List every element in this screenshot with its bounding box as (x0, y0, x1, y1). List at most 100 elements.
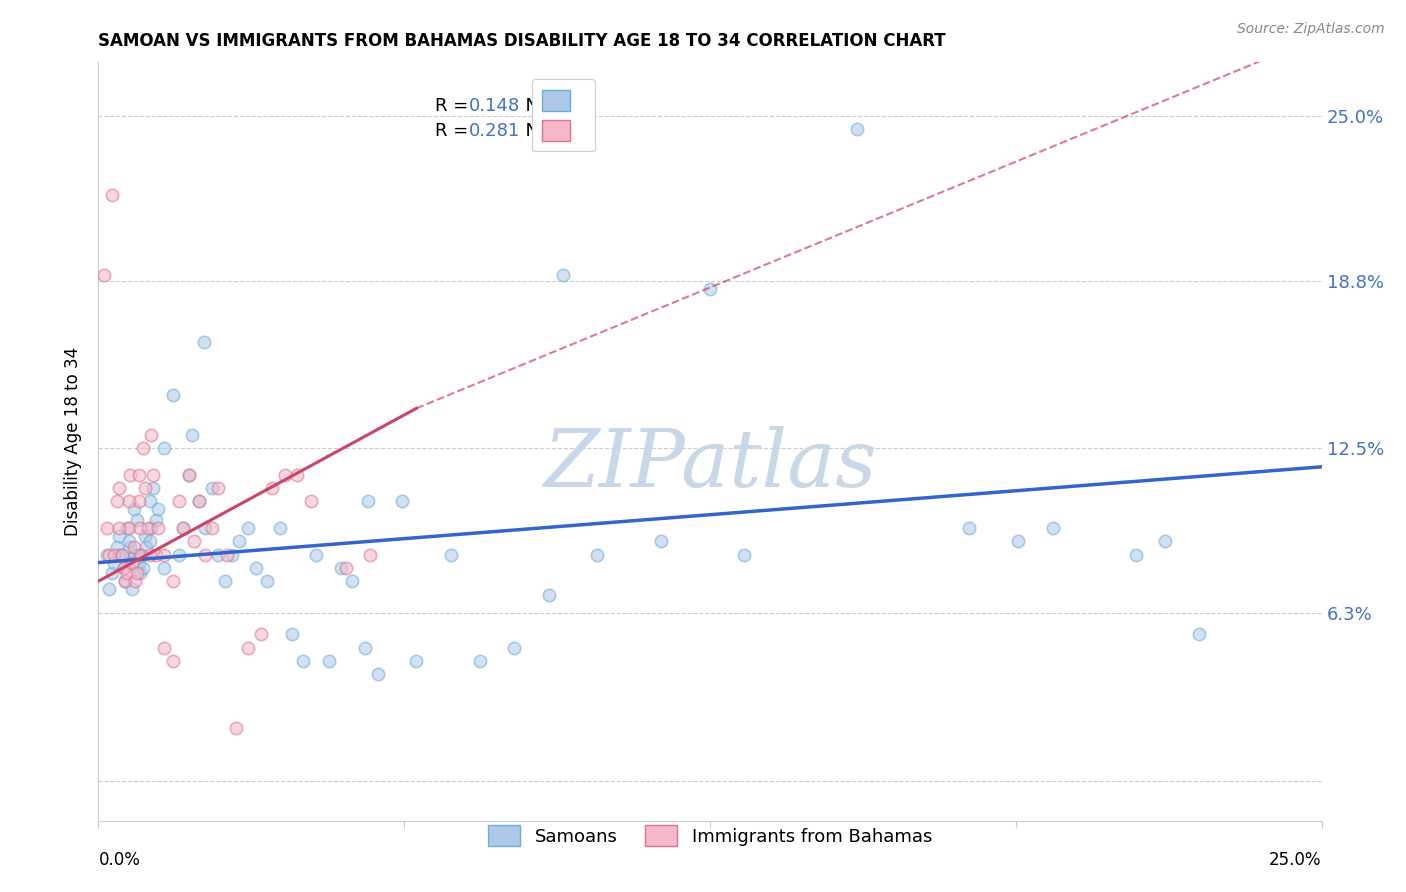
Point (96, 548, 118, 562)
Point (101, 566, 124, 581)
Point (187, 494, 209, 508)
Point (105, 540, 128, 554)
Text: 53: 53 (551, 121, 574, 139)
Point (118, 494, 141, 508)
Point (132, 561, 155, 575)
Point (215, 548, 238, 562)
Point (280, 627, 302, 641)
Text: 0.148: 0.148 (470, 96, 520, 114)
Point (135, 540, 157, 554)
Point (329, 561, 352, 575)
Point (134, 481, 156, 495)
Point (1154, 534, 1177, 549)
Point (129, 521, 152, 535)
Point (108, 529, 131, 543)
Point (122, 502, 145, 516)
Point (172, 521, 194, 535)
Point (177, 467, 200, 482)
Point (299, 494, 322, 508)
Point (118, 556, 141, 570)
Point (537, 587, 560, 601)
Point (193, 334, 215, 349)
Point (139, 494, 162, 508)
Point (201, 521, 224, 535)
Point (153, 640, 176, 655)
Point (207, 481, 229, 495)
Point (1007, 534, 1029, 549)
Point (162, 388, 184, 402)
Point (121, 582, 143, 597)
Point (335, 561, 357, 575)
Point (93, 268, 115, 283)
Point (108, 521, 131, 535)
Point (98, 548, 121, 562)
Point (153, 441, 176, 455)
Point (503, 640, 526, 655)
Point (139, 534, 162, 549)
Text: R =: R = (434, 121, 474, 139)
Point (845, 122, 868, 136)
Point (228, 534, 250, 549)
Point (236, 521, 259, 535)
Point (125, 566, 148, 581)
Point (141, 428, 163, 442)
Point (1125, 548, 1147, 562)
Point (118, 521, 141, 535)
Point (733, 548, 755, 562)
Point (318, 654, 340, 668)
Text: 78: 78 (551, 96, 574, 114)
Point (187, 494, 209, 508)
Text: ZIPatlas: ZIPatlas (543, 425, 877, 503)
Point (340, 574, 363, 589)
Point (111, 548, 134, 562)
Point (134, 529, 156, 543)
Text: 0.281: 0.281 (470, 121, 520, 139)
Point (245, 561, 267, 575)
Point (391, 494, 413, 508)
Point (269, 521, 291, 535)
Point (122, 540, 145, 554)
Text: 25.0%: 25.0% (1270, 851, 1322, 869)
Point (114, 574, 136, 589)
Point (115, 566, 138, 581)
Point (256, 574, 278, 589)
Point (145, 513, 167, 527)
Point (146, 502, 169, 516)
Point (221, 548, 243, 562)
Point (250, 627, 273, 641)
Point (354, 640, 377, 655)
Point (128, 556, 150, 570)
Point (650, 534, 672, 549)
Point (356, 494, 378, 508)
Point (121, 556, 143, 570)
Point (101, 188, 124, 202)
Point (128, 494, 150, 508)
Point (111, 548, 134, 562)
Point (139, 548, 162, 562)
Point (699, 282, 721, 296)
Text: 0.0%: 0.0% (98, 851, 141, 869)
Point (124, 574, 146, 589)
Point (108, 548, 131, 562)
Point (207, 548, 229, 562)
Legend: Samoans, Immigrants from Bahamas: Samoans, Immigrants from Bahamas (481, 818, 939, 854)
Point (131, 548, 153, 562)
Point (112, 561, 135, 575)
Point (162, 574, 184, 589)
Point (194, 521, 217, 535)
Point (142, 481, 165, 495)
Point (586, 548, 609, 562)
Point (128, 548, 150, 562)
Point (291, 654, 314, 668)
Point (153, 548, 176, 562)
Point (153, 561, 176, 575)
Text: R =: R = (434, 96, 474, 114)
Point (96, 521, 118, 535)
Point (131, 548, 153, 562)
Point (440, 548, 463, 562)
Point (181, 428, 204, 442)
Point (172, 521, 194, 535)
Point (115, 521, 138, 535)
Point (114, 574, 136, 589)
Point (274, 467, 297, 482)
